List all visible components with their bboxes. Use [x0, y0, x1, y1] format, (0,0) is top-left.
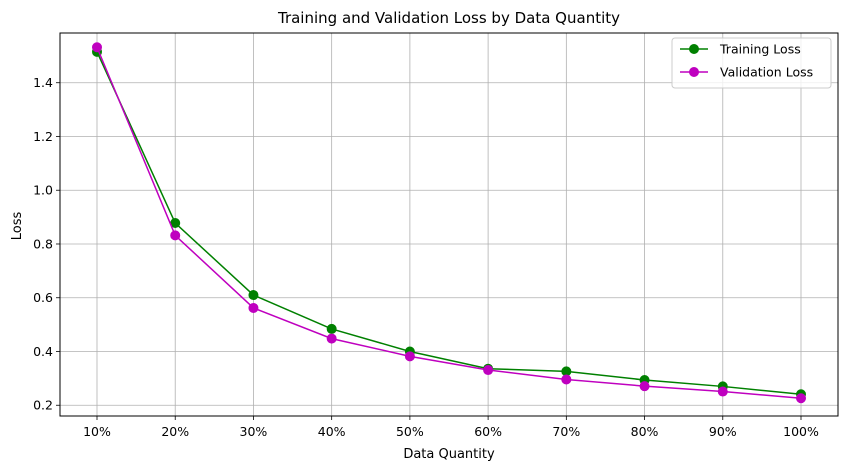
validation-loss-point [483, 365, 494, 376]
series-layer [92, 42, 806, 404]
x-tick-label: 100% [783, 424, 819, 439]
validation-loss-point [92, 42, 102, 53]
validation-loss-point [326, 333, 337, 344]
validation-loss-point [717, 386, 728, 397]
validation-loss-point [796, 393, 806, 404]
validation-loss-point [248, 302, 259, 313]
legend-marker-validation [689, 67, 699, 77]
x-tick-label: 80% [631, 424, 659, 439]
chart-title: Training and Validation Loss by Data Qua… [277, 9, 620, 27]
x-tick-label: 70% [552, 424, 580, 439]
training-loss-point [248, 290, 259, 301]
y-tick-label: 0.6 [33, 290, 53, 305]
x-tick-label: 10% [83, 424, 111, 439]
training-loss-point [326, 323, 337, 334]
validation-loss-point [639, 381, 650, 392]
x-tick-label: 60% [474, 424, 502, 439]
x-tick-label: 90% [709, 424, 737, 439]
y-tick-label: 0.2 [33, 398, 53, 413]
legend-label-validation: Validation Loss [720, 65, 813, 80]
x-axis: 10% 20% 30% 40% 50% 60% 70% 80% 90% 100% [83, 416, 819, 439]
x-tick-label: 20% [161, 424, 189, 439]
legend-marker-training [689, 44, 699, 54]
y-tick-label: 0.8 [33, 236, 53, 251]
x-tick-label: 40% [318, 424, 346, 439]
x-tick-label: 30% [240, 424, 268, 439]
validation-loss-point [404, 351, 415, 362]
validation-loss-point [170, 230, 181, 241]
plot-area-frame [59, 32, 839, 417]
grid [60, 33, 838, 416]
y-axis-label: Loss [10, 212, 25, 241]
y-tick-label: 0.4 [33, 344, 53, 359]
y-tick-label: 1.2 [33, 129, 53, 144]
legend-box [671, 37, 832, 89]
x-tick-label: 50% [396, 424, 424, 439]
training-loss-line [96, 51, 802, 395]
validation-loss-point [561, 374, 572, 385]
legend-label-training: Training Loss [719, 42, 801, 57]
x-axis-label: Data Quantity [403, 447, 495, 462]
y-axis: 0.2 0.4 0.6 0.8 1.0 1.2 1.4 [33, 75, 60, 413]
validation-loss-line [96, 46, 802, 400]
y-tick-label: 1.0 [33, 183, 53, 198]
y-tick-label: 1.4 [33, 75, 53, 90]
legend: Training Loss Validation Loss [671, 37, 832, 89]
